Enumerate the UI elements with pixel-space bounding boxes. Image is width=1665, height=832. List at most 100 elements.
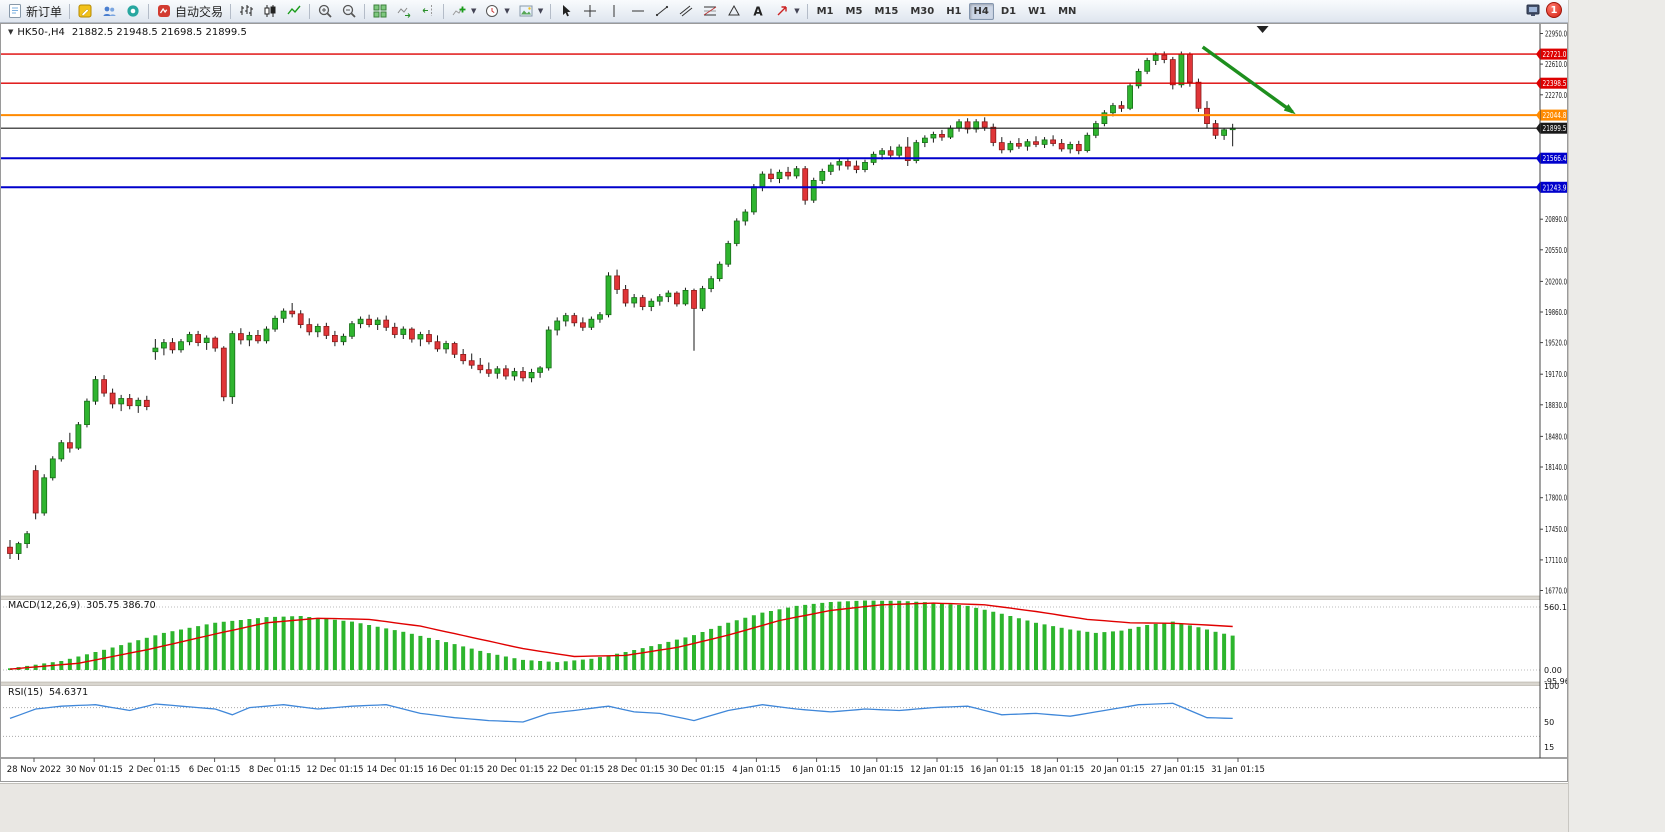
chart-canvas[interactable]: 22950.0 22610.0 22270.0 20890.0 20550.0 20200… — [0, 23, 1572, 783]
candle-body — [1084, 134, 1091, 152]
time-axis-label[interactable]: 12 Jan 01:15 — [910, 765, 964, 775]
time-axis-label[interactable]: 6 Dec 01:15 — [189, 765, 241, 775]
candle-body — [545, 329, 552, 369]
new-order-button[interactable]: 新订单 — [3, 1, 66, 21]
timeframe-W1-button[interactable]: W1 — [1028, 5, 1047, 17]
time-axis-label[interactable]: 2 Dec 01:15 — [129, 765, 181, 775]
community-button[interactable] — [121, 1, 145, 21]
candle-body — [1050, 139, 1056, 144]
price-tick-label: 17110.0 — [1545, 556, 1567, 565]
cursor-button[interactable] — [554, 1, 578, 21]
price-line-badge — [1540, 77, 1568, 89]
shapes-button[interactable] — [722, 1, 746, 21]
candle-body — [913, 142, 920, 161]
macd-axis-label: 0.00 — [1544, 666, 1562, 675]
tile-windows-button[interactable] — [368, 1, 392, 21]
chart-window-frame — [0, 23, 1568, 782]
price-line-badge — [1540, 122, 1568, 134]
macd-pane-label: MACD(12,26,9) 305.75 386.70 — [8, 600, 156, 611]
price-tick-label: 16770.0 — [1545, 587, 1567, 596]
vertical-line-button[interactable] — [602, 1, 626, 21]
time-axis-label[interactable]: 28 Nov 2022 — [7, 765, 61, 775]
equidistant-channel-button[interactable] — [674, 1, 698, 21]
chart-shift-marker[interactable] — [1256, 26, 1269, 33]
candle-body — [1118, 105, 1125, 109]
pane-separator[interactable] — [0, 681, 1569, 686]
time-axis-label[interactable]: 27 Jan 01:15 — [1151, 765, 1205, 775]
candle-body — [622, 289, 629, 304]
rsi-axis-label: 50 — [1544, 718, 1554, 727]
time-axis-label[interactable]: 20 Jan 01:15 — [1091, 765, 1145, 775]
terminal-icon[interactable] — [1525, 2, 1541, 18]
price-badge-notch — [1536, 181, 1540, 193]
price-badge-notch — [1536, 48, 1540, 60]
candle-body — [785, 171, 791, 177]
timeframe-H4-button[interactable]: H4 — [968, 2, 994, 20]
toolbar-separator — [148, 3, 150, 19]
time-axis-label[interactable]: 18 Jan 01:15 — [1030, 765, 1084, 775]
autotrading-button[interactable]: 自动交易 — [152, 1, 227, 21]
arrows-tool-button[interactable]: ▼ — [770, 1, 803, 21]
zoom-out-button[interactable] — [337, 1, 361, 21]
candle-body — [1101, 112, 1108, 125]
bar-chart-mode-button[interactable] — [234, 1, 258, 21]
time-axis-label[interactable]: 30 Nov 01:15 — [66, 765, 123, 775]
timeframe-D1-button[interactable]: D1 — [1000, 5, 1017, 17]
time-axis-label[interactable]: 20 Dec 01:15 — [487, 765, 544, 775]
indicators-button[interactable]: ▼ — [447, 1, 480, 21]
time-axis-label[interactable]: 22 Dec 01:15 — [547, 765, 604, 775]
price-tick-label: 18830.0 — [1545, 401, 1567, 410]
price-axis[interactable] — [1540, 23, 1568, 758]
crosshair-button[interactable] — [578, 1, 602, 21]
time-axis-label[interactable]: 31 Jan 01:15 — [1211, 765, 1265, 775]
timeframe-M1-button[interactable]: M1 — [816, 5, 834, 17]
time-axis-label[interactable]: 10 Jan 01:15 — [850, 765, 904, 775]
market-button[interactable] — [97, 1, 121, 21]
chevron-down-icon: ▼ — [471, 7, 477, 15]
candle-body — [691, 289, 697, 309]
candle-body — [340, 335, 347, 343]
timeframe-M5-button[interactable]: M5 — [845, 5, 863, 17]
timeframe-MN-button[interactable]: MN — [1058, 5, 1077, 17]
price-badge-label: 22721.0 — [1543, 50, 1567, 59]
chart-shift-button[interactable] — [416, 1, 440, 21]
collapse-indicators-toggle[interactable]: ▼ — [8, 28, 14, 36]
candle-body — [862, 161, 868, 170]
candle-body — [400, 328, 407, 335]
timeframe-M15-button[interactable]: M15 — [874, 5, 899, 17]
notification-badge[interactable]: 1 — [1546, 2, 1562, 18]
candle-body — [1007, 143, 1014, 151]
zoom-in-button[interactable] — [313, 1, 337, 21]
time-axis-label[interactable]: 4 Jan 01:15 — [732, 765, 780, 775]
timeframe-H1-button[interactable]: H1 — [946, 5, 962, 17]
auto-scroll-button[interactable] — [392, 1, 416, 21]
candle-body — [391, 326, 398, 335]
new-order-icon — [7, 3, 23, 19]
trend-arrow-object[interactable] — [1201, 45, 1296, 115]
time-axis-label[interactable]: 16 Jan 01:15 — [970, 765, 1024, 775]
time-axis-label[interactable]: 14 Dec 01:15 — [367, 765, 424, 775]
pane-separator[interactable] — [0, 595, 1569, 600]
horizontal-line-button[interactable] — [626, 1, 650, 21]
fibonacci-button[interactable] — [698, 1, 722, 21]
time-axis-label[interactable]: 6 Jan 01:15 — [792, 765, 840, 775]
timeframe-M30-button[interactable]: M30 — [910, 5, 935, 17]
text-tool-button[interactable]: A — [746, 1, 770, 21]
metaeditor-button[interactable] — [73, 1, 97, 21]
time-axis-label[interactable]: 30 Dec 01:15 — [668, 765, 725, 775]
chart-background — [0, 23, 1568, 782]
time-axis-label[interactable]: 28 Dec 01:15 — [607, 765, 664, 775]
candle-body — [374, 319, 381, 326]
chart-title-bar: ▼ HK50-,H4 21882.5 21948.5 21698.5 21899.5 — [8, 27, 247, 38]
candle-body — [674, 292, 680, 305]
trendline-button[interactable] — [650, 1, 674, 21]
candle-body — [178, 341, 184, 351]
templates-button[interactable]: ▼ — [514, 1, 547, 21]
periods-button[interactable]: ▼ — [480, 1, 513, 21]
new-order-label: 新订单 — [26, 4, 63, 19]
time-axis-label[interactable]: 12 Dec 01:15 — [306, 765, 363, 775]
line-chart-mode-button[interactable] — [282, 1, 306, 21]
candlestick-mode-button[interactable] — [258, 1, 282, 21]
time-axis-label[interactable]: 16 Dec 01:15 — [427, 765, 484, 775]
time-axis-label[interactable]: 8 Dec 01:15 — [249, 765, 301, 775]
